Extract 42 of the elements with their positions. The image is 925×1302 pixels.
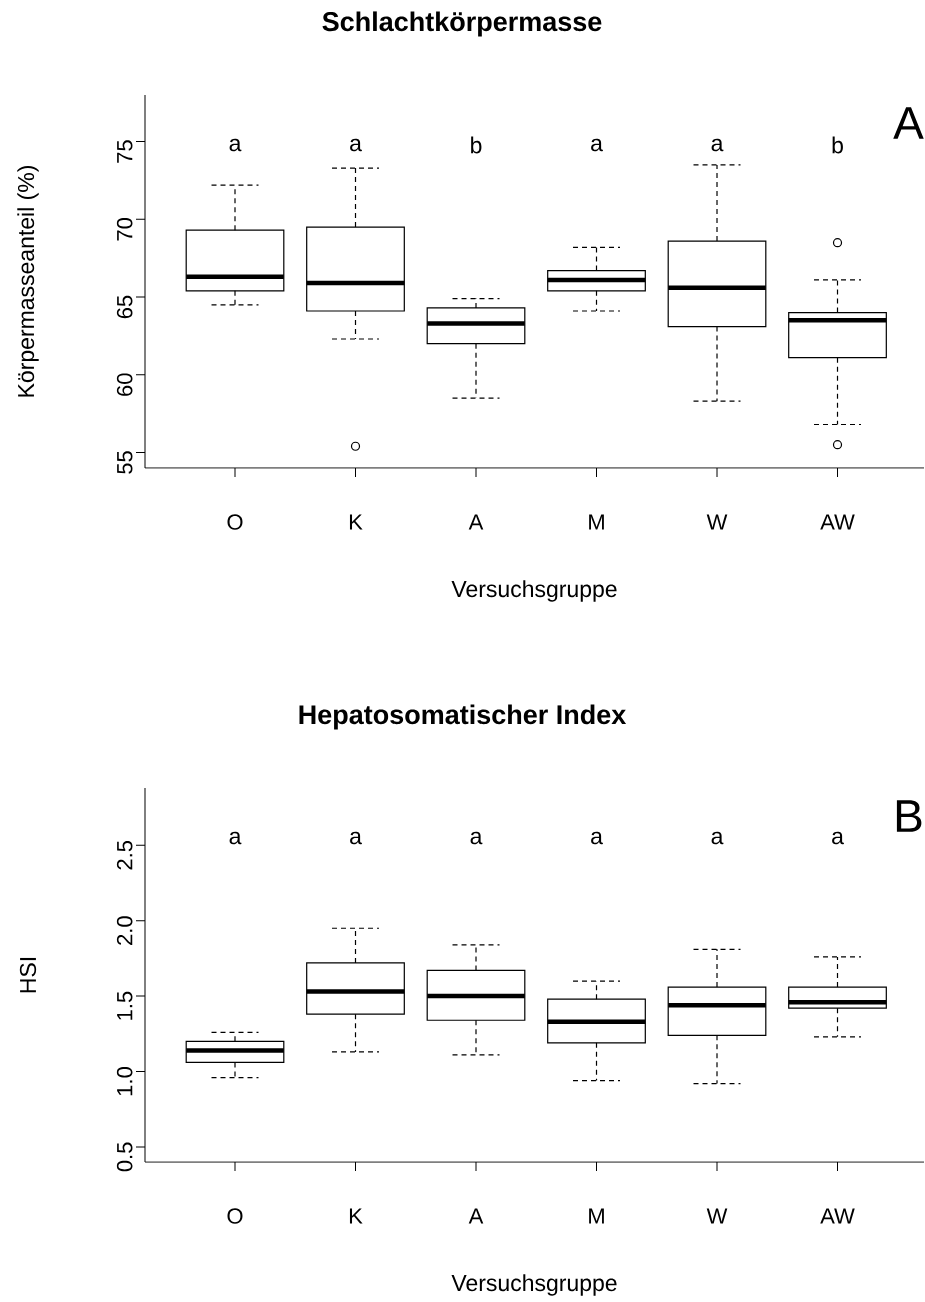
x-tick-label: K	[350, 514, 363, 530]
y-tick-label: 55	[117, 451, 133, 474]
y-tick-label: 2.5	[117, 840, 133, 870]
x-tick-label: K	[350, 1208, 363, 1224]
x-tick-label: M	[589, 514, 605, 530]
y-tick-label: 0.5	[117, 1142, 133, 1172]
annotation: a	[832, 831, 845, 845]
annotation: b	[471, 136, 482, 154]
x-tick-label: AW	[820, 514, 855, 530]
x-axis-title: Versuchsgruppe	[451, 1274, 617, 1296]
annotation: a	[229, 138, 242, 152]
annotation: a	[229, 831, 242, 845]
y-tick-label: 65	[117, 295, 133, 319]
y-tick-label: 1.5	[117, 991, 133, 1020]
annotation: A	[893, 107, 924, 139]
y-axis-title: Körpermasseanteil (%)	[17, 166, 39, 397]
annotation: a	[591, 831, 604, 845]
x-tick-label: A	[468, 514, 484, 530]
annotation: b	[832, 136, 844, 154]
x-tick-label: M	[589, 1208, 605, 1224]
x-tick-label: O	[227, 1208, 243, 1224]
y-tick-label: 60	[117, 373, 133, 396]
y-tick-label: 75	[117, 140, 133, 163]
annotation: a	[350, 831, 363, 845]
annotation: a	[711, 831, 724, 845]
x-tick-label: W	[706, 1208, 728, 1224]
y-tick-label: 70	[117, 217, 133, 241]
y-tick-label: 2.0	[117, 916, 133, 945]
x-tick-label: W	[706, 514, 728, 530]
x-tick-label: AW	[820, 1208, 855, 1224]
y-axis-title: HSI	[20, 957, 37, 993]
annotation: a	[350, 138, 363, 152]
chart-title: Schlachtkörpermasse	[322, 11, 602, 37]
annotation: B	[897, 800, 922, 832]
annotation: a	[470, 831, 483, 845]
annotation: a	[711, 138, 724, 152]
x-tick-label: A	[468, 1208, 484, 1224]
chart-title: Hepatosomatischer Index	[299, 704, 627, 730]
y-tick-label: 1.0	[117, 1067, 133, 1096]
x-tick-label: O	[227, 514, 243, 530]
x-axis-title: Versuchsgruppe	[451, 580, 617, 602]
annotation: a	[591, 138, 604, 152]
